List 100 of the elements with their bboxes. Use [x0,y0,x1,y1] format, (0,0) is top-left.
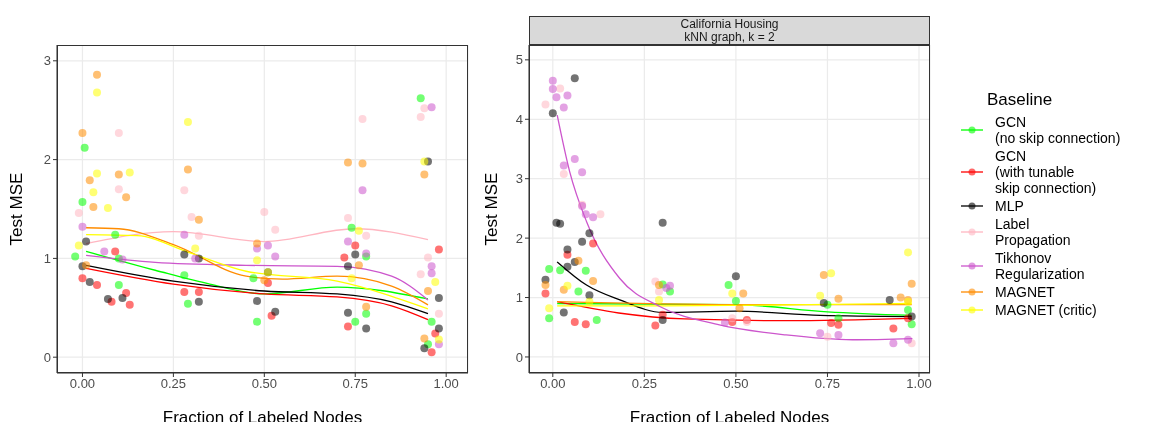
point [834,330,843,339]
point [89,203,98,212]
point [904,335,913,344]
point [93,169,102,178]
point [362,324,371,333]
point [827,269,836,278]
point [548,76,557,85]
point [731,272,740,281]
point [343,237,352,246]
point [354,226,363,235]
point [183,118,192,127]
legend-label: Label Propagation [995,216,1072,248]
point [655,295,664,304]
x-tick-label: 0.00 [540,376,566,392]
legend-label: MAGNET (critic) [995,302,1098,318]
point [581,210,590,219]
point [100,247,109,256]
point [183,165,192,174]
point [93,70,102,79]
point [78,198,87,207]
point [724,281,733,290]
point [545,314,554,323]
point [731,297,740,306]
point [545,265,554,274]
point [834,320,843,329]
point [423,287,432,295]
point [358,159,367,168]
point [885,295,894,304]
point [263,241,272,250]
point [434,245,443,254]
point [434,324,443,333]
point [271,225,280,234]
chart-title: California Housing kNN graph, k = 2 [529,16,930,45]
x-tick-label: 0.75 [814,376,841,392]
point [420,334,429,343]
y-tick-label: 2 [515,230,523,246]
point [416,113,425,122]
point [125,300,134,309]
point [596,210,605,219]
point [662,284,671,293]
legend-label: GCN (no skip connection) [995,114,1122,146]
point [191,244,200,253]
point [427,103,436,112]
point [563,245,572,254]
point [655,287,664,296]
point [114,281,123,290]
y-tick-label: 1 [43,251,51,267]
point [834,314,843,323]
point [592,316,601,325]
point [253,296,262,305]
point [658,316,667,325]
point [556,266,565,275]
point [85,278,94,287]
point [82,261,91,270]
point [559,169,568,178]
point [180,230,189,239]
point [581,266,590,275]
point [563,262,572,271]
point [420,344,429,353]
y-tick-label: 3 [43,53,51,69]
point [427,269,436,278]
point [183,299,192,308]
point [194,231,203,240]
point [343,262,352,271]
point [728,289,737,298]
point [720,318,729,327]
point [541,289,550,298]
point [253,239,262,248]
point [194,297,203,306]
legend-label: GCN (with tunable skip connection) [995,148,1098,196]
y-tick-label: 4 [515,111,523,127]
point [125,168,134,177]
y-tick-label: 1 [515,290,523,306]
point [74,208,83,217]
point [347,274,356,283]
x-tick-label: 0.75 [342,376,368,392]
point [74,241,83,250]
point [889,339,898,348]
x-tick-label: 0.00 [69,376,96,392]
point [585,229,594,238]
point [358,186,367,195]
point [434,309,443,318]
point [434,335,443,344]
y-tick-label: 0 [43,349,51,365]
point [427,317,436,326]
point [431,278,440,287]
point [358,115,367,124]
point [904,306,913,315]
point [118,255,127,264]
point [578,168,587,177]
point [362,231,371,240]
legend-label: MAGNET [995,284,1056,300]
point [362,309,371,318]
point [816,329,825,338]
point [180,250,189,259]
point [89,188,98,197]
point [354,261,363,270]
point [114,185,123,194]
point [351,250,360,259]
point [420,157,429,166]
